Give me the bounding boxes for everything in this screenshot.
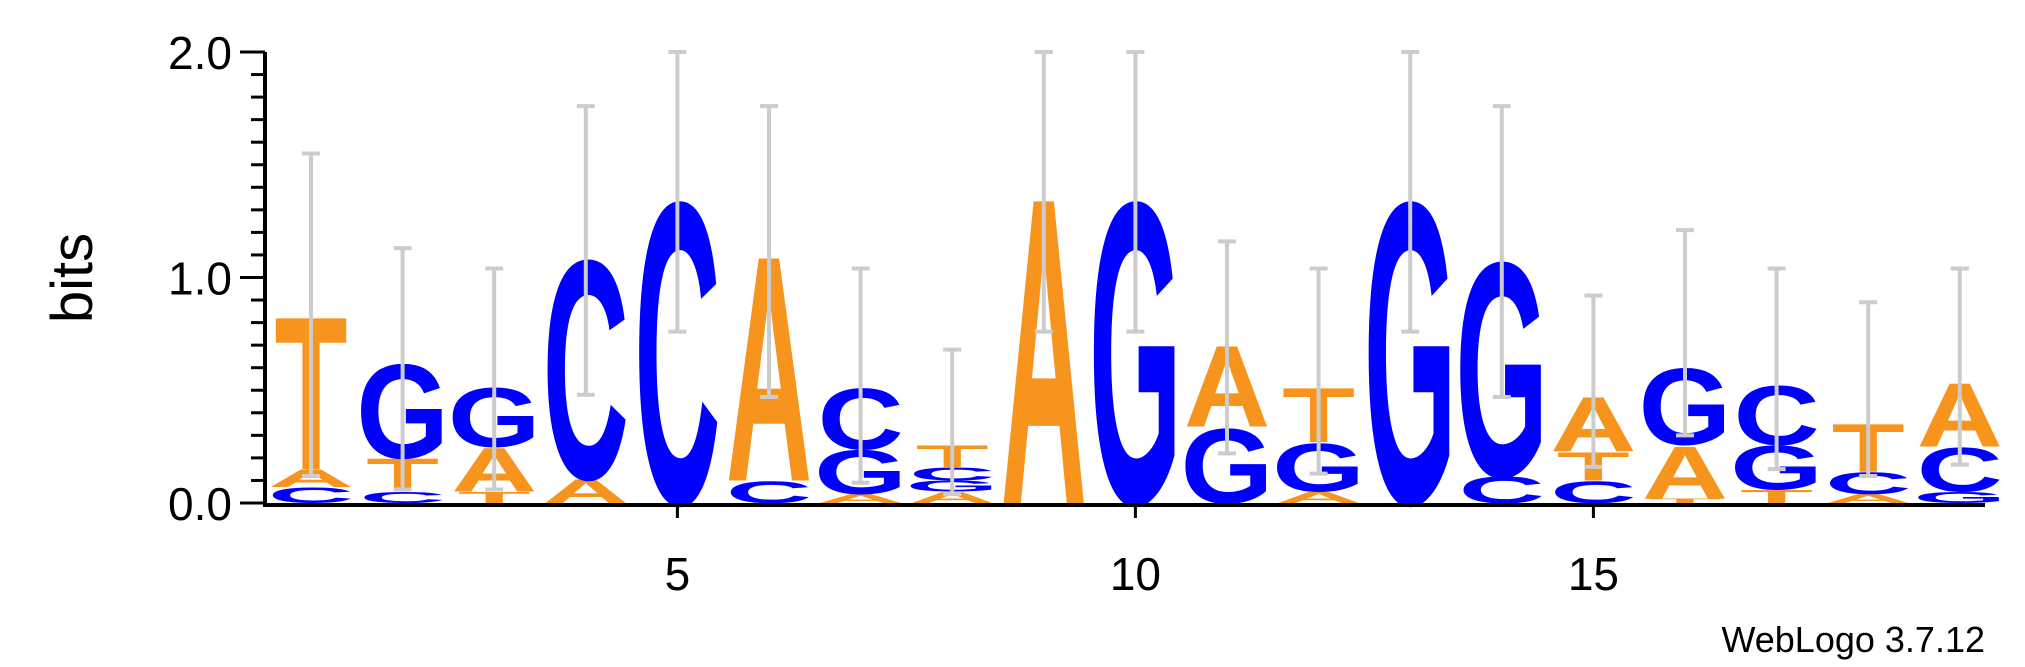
- logo-letter-c: C: [359, 489, 445, 506]
- x-tick-label: 10: [1110, 548, 1161, 600]
- y-tick-label: 0.0: [168, 478, 232, 530]
- logo-letter-a: A: [1642, 431, 1728, 515]
- logo-letter-g: G: [1913, 489, 2006, 506]
- logo-letter-t: T: [1740, 486, 1813, 507]
- axes: 0.0 1.0 2.0 5 10 15: [168, 27, 1985, 600]
- logo-letter-a: A: [909, 489, 995, 506]
- logo-letter-t: T: [458, 489, 531, 506]
- y-tick-label: 1.0: [168, 253, 232, 305]
- weblogo-credit: WebLogo 3.7.12: [1721, 619, 1985, 660]
- logo-letter-t: T: [1649, 497, 1722, 504]
- logo-letter-a: A: [1275, 489, 1361, 506]
- y-tick-label: 2.0: [168, 27, 232, 79]
- error-bars: [302, 50, 1969, 496]
- y-axis-title: bits: [40, 233, 105, 323]
- x-tick-label: 15: [1568, 548, 1619, 600]
- logo-letter-a: A: [1825, 492, 1911, 506]
- logo-letter-a: A: [817, 492, 903, 506]
- x-tick-label: 5: [665, 548, 691, 600]
